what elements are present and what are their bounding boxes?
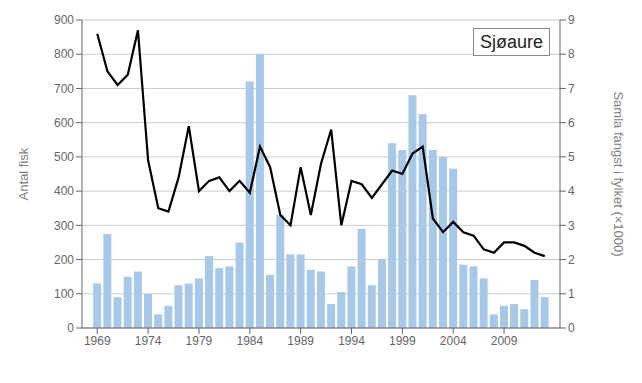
svg-text:9: 9 [568,13,575,27]
svg-text:3: 3 [568,219,575,233]
svg-text:2004: 2004 [440,334,467,348]
svg-text:0: 0 [568,321,575,335]
svg-text:400: 400 [54,184,74,198]
html-text:Sjøaure: Sjøaure [480,32,543,52]
svg-text:1984: 1984 [236,334,263,348]
svg-text:1969: 1969 [84,334,111,348]
svg-text:4: 4 [568,184,575,198]
svg-text:800: 800 [54,47,74,61]
svg-text:1: 1 [568,287,575,301]
svg-text:0: 0 [67,321,74,335]
svg-text:500: 500 [54,150,74,164]
svg-text:7: 7 [568,82,575,96]
svg-text:2: 2 [568,253,575,267]
svg-text:5: 5 [568,150,575,164]
svg-text:1999: 1999 [389,334,416,348]
svg-text:900: 900 [54,13,74,27]
svg-text:300: 300 [54,219,74,233]
svg-text:6: 6 [568,116,575,130]
svg-text:1994: 1994 [338,334,365,348]
svg-text:100: 100 [54,287,74,301]
svg-text:Samla fangst i fylket (×1000): Samla fangst i fylket (×1000) [611,91,626,256]
svg-text:1974: 1974 [135,334,162,348]
svg-text:1989: 1989 [287,334,314,348]
svg-text:200: 200 [54,253,74,267]
svg-text:600: 600 [54,116,74,130]
svg-text:8: 8 [568,47,575,61]
svg-text:1979: 1979 [186,334,213,348]
svg-text:700: 700 [54,82,74,96]
svg-text:2009: 2009 [491,334,518,348]
svg-text:Antal fisk: Antal fisk [16,147,31,200]
